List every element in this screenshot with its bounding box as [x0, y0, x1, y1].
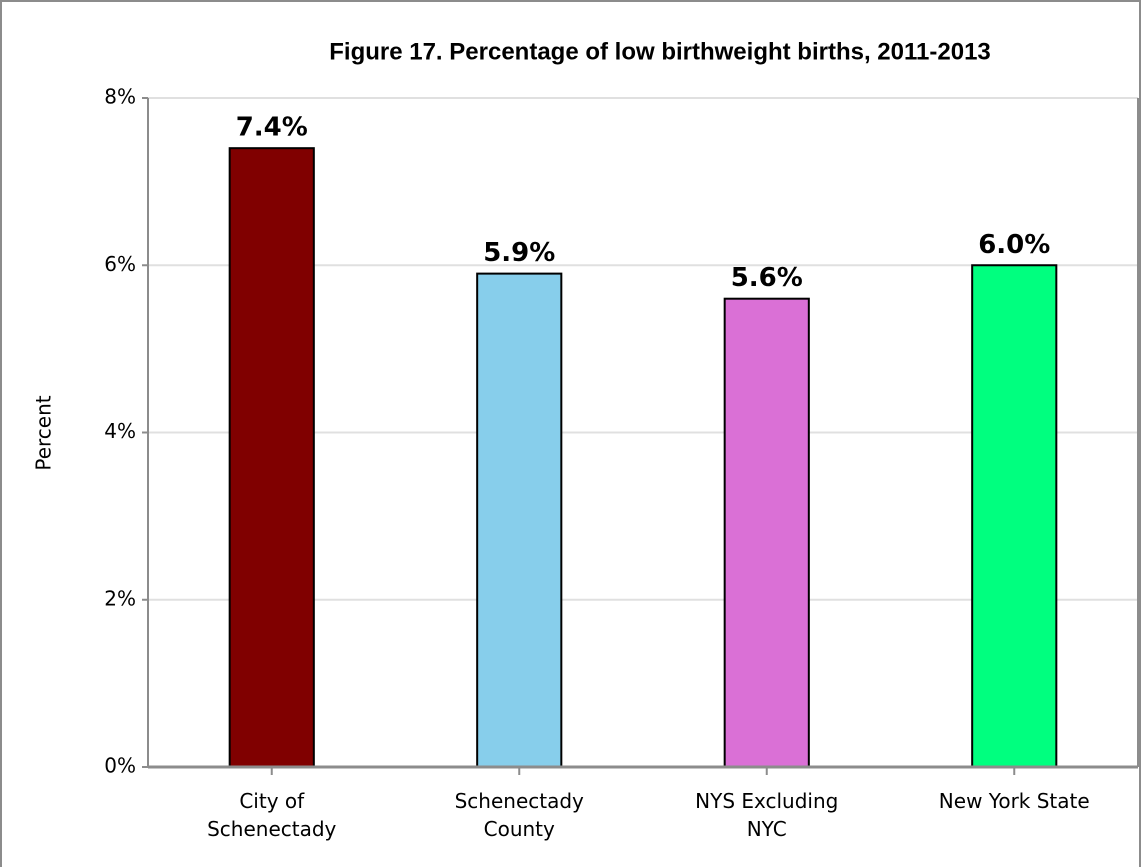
value-label: 7.4% [236, 113, 308, 143]
y-axis-label: Percent [32, 395, 56, 470]
y-tick-label: 2% [104, 586, 136, 610]
y-tick-label: 8% [104, 85, 136, 109]
value-label: 5.6% [731, 263, 803, 293]
y-tick-label: 4% [104, 419, 136, 443]
x-tick-label: Schenectady County [454, 789, 584, 841]
x-tick-label: NYS Excluding NYC [695, 789, 839, 841]
chart-title: Figure 17. Percentage of low birthweight… [329, 38, 991, 65]
y-tick-label: 6% [104, 252, 136, 276]
bar [476, 272, 563, 768]
value-label: 6.0% [978, 230, 1050, 260]
bar [228, 147, 315, 769]
x-tick-label: City of Schenectady [207, 789, 337, 841]
bar [723, 297, 810, 768]
value-label: 5.9% [483, 238, 555, 268]
y-tick-label: 0% [104, 754, 136, 778]
x-tick-label: New York State [938, 789, 1090, 813]
bar [971, 264, 1058, 768]
